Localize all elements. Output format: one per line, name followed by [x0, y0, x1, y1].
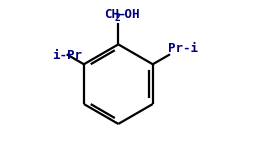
Text: 2: 2 [114, 13, 120, 23]
Text: Pr-i: Pr-i [168, 42, 198, 55]
Text: i-Pr: i-Pr [52, 49, 82, 62]
Text: CH: CH [104, 8, 119, 21]
Text: —OH: —OH [116, 8, 139, 21]
